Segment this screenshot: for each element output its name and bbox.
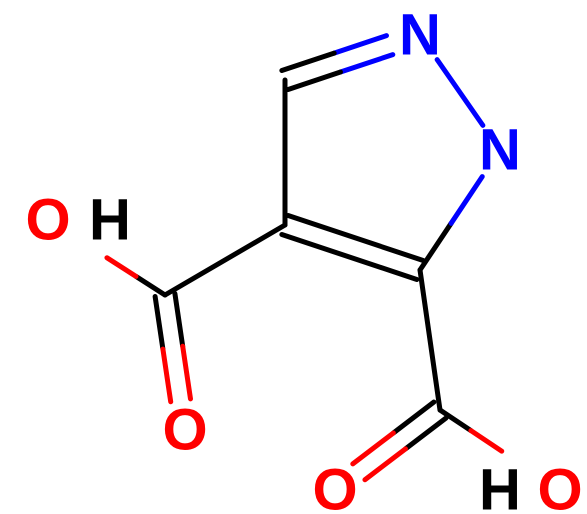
molecule-diagram: NNOOHOOH <box>0 0 587 514</box>
atom-O: O <box>537 458 582 514</box>
atom-H: H <box>89 188 131 253</box>
atom-N: N <box>399 3 441 68</box>
atom-O: O <box>312 458 357 514</box>
atom-O: O <box>25 188 70 253</box>
atom-O: O <box>162 398 207 463</box>
atom-H: H <box>479 458 521 514</box>
atom-N: N <box>479 118 521 183</box>
